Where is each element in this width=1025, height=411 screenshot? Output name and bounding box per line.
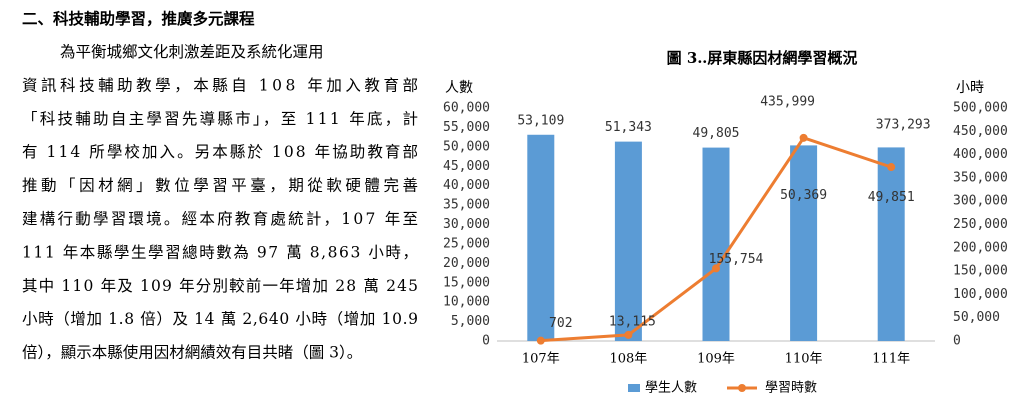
y2-tick-label: 500,000: [953, 101, 1008, 116]
y2-tick-label: 400,000: [953, 147, 1008, 162]
bar: [527, 134, 555, 341]
paragraph-line: 推動「因材網」數位學習平臺，期從軟硬體完善: [22, 176, 418, 195]
y2-tick-label: 100,000: [953, 287, 1008, 302]
y-tick-label: 15,000: [443, 275, 490, 290]
bar: [614, 141, 642, 341]
bar-value-label: 51,343: [605, 120, 652, 135]
y2-tick-label: 50,000: [953, 310, 1000, 325]
legend-label: 學習時數: [765, 381, 817, 396]
y-tick-label: 50,000: [443, 139, 490, 154]
x-tick-label: 107年: [522, 352, 560, 367]
y-tick-label: 30,000: [443, 217, 490, 232]
bar: [790, 145, 818, 341]
legend-swatch: [628, 384, 640, 392]
paragraph-line: 111 年本縣學生學習總時數為 97 萬 8,863 小時，: [22, 242, 418, 261]
line-marker: [536, 336, 545, 345]
y-tick-label: 20,000: [443, 256, 490, 271]
y-tick-label: 10,000: [443, 295, 490, 310]
y2-tick-label: 150,000: [953, 264, 1008, 279]
y2-tick-label: 300,000: [953, 194, 1008, 209]
bar-value-label: 49,805: [693, 126, 740, 141]
bar-value-label: 50,369: [780, 188, 827, 203]
line-marker: [712, 264, 720, 273]
y2-tick-label: 0: [953, 334, 961, 349]
paragraph-line: 其中 110 年及 109 年分別較前一年增加 28 萬 245: [22, 277, 418, 295]
section-heading: 二、科技輔助學習，推廣多元課程: [22, 9, 255, 28]
x-tick-label: 110年: [785, 352, 823, 367]
x-tick-label: 109年: [697, 352, 735, 367]
y-tick-label: 45,000: [443, 159, 490, 174]
y2-tick-label: 350,000: [953, 170, 1008, 185]
y2-tick-label: 450,000: [953, 124, 1008, 139]
bar: [877, 147, 905, 341]
paragraph-line: 倍），顯示本縣使用因材網績效有目共睹（圖 3）。: [22, 344, 362, 362]
paragraph-line: 有 114 所學校加入。另本縣於 108 年協助教育部: [22, 142, 418, 161]
y-tick-label: 25,000: [443, 236, 490, 251]
paragraph-line: 建構行動學習環境。經本府教育處統計，107 年至: [22, 209, 418, 228]
x-tick-label: 111年: [872, 352, 910, 367]
legend-marker: [738, 384, 746, 392]
line-value-label: 373,293: [876, 118, 931, 133]
bar: [702, 147, 730, 341]
y-tick-label: 60,000: [443, 101, 490, 116]
legend-label: 學生人數: [645, 381, 697, 396]
bar-value-label: 49,851: [868, 190, 915, 205]
chart-title: 圖 3‥屏東縣因材網學習概況: [667, 49, 858, 67]
y-axis-label: 人數: [445, 80, 473, 96]
paragraph-line: 小時（增加 1.8 倍）及 14 萬 2,640 小時（增加 10.9: [22, 310, 418, 328]
y-tick-label: 35,000: [443, 198, 490, 213]
line-marker: [799, 133, 808, 142]
paragraph-line: 為平衡城鄉文化刺激差距及系統化運用: [60, 43, 324, 61]
x-tick-label: 108年: [609, 352, 647, 367]
line-value-label: 435,999: [760, 94, 815, 109]
paragraph-line: 「科技輔助自主學習先導縣市」，至 111 年底，計: [22, 109, 418, 128]
line-marker: [887, 163, 896, 172]
paragraph-line: 資訊科技輔助教學，本縣自 108 年加入教育部: [22, 75, 418, 94]
y-tick-label: 0: [482, 334, 490, 349]
line-marker: [624, 330, 633, 339]
y2-axis-label: 小時: [956, 80, 984, 96]
line-value-label: 13,115: [609, 314, 656, 329]
y-tick-label: 5,000: [451, 314, 490, 329]
y-tick-label: 40,000: [443, 178, 490, 193]
line-value-label: 155,754: [709, 252, 764, 267]
y2-tick-label: 250,000: [953, 217, 1008, 232]
y-tick-label: 55,000: [443, 120, 490, 135]
y2-tick-label: 200,000: [953, 240, 1008, 255]
bar-value-label: 53,109: [517, 113, 564, 128]
line-value-label: 702: [549, 316, 572, 331]
